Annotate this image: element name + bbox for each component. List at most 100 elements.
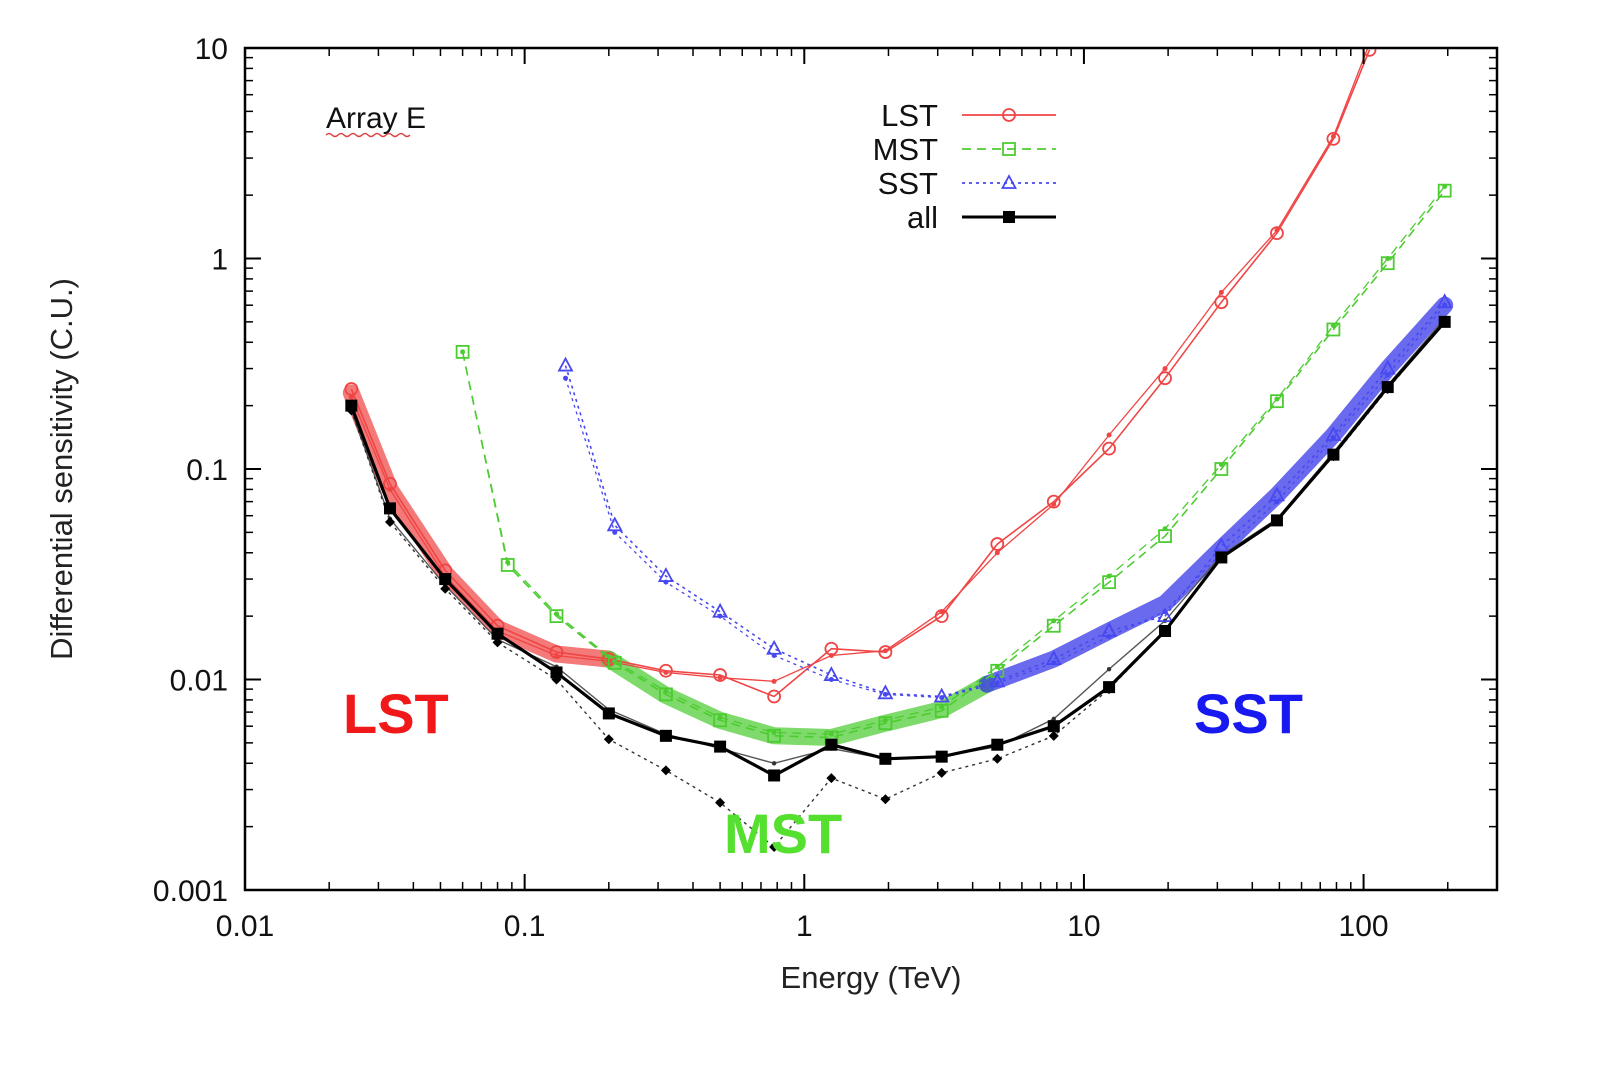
legend-marker-mst: [1002, 142, 1016, 156]
lst-data-point: [934, 609, 949, 624]
lst-data-point: [549, 645, 564, 659]
sst-data-point: [823, 666, 840, 681]
sst-data-point: [1213, 537, 1230, 553]
best-envelope-band-1: [600, 650, 996, 746]
lst-series-line: [350, 49, 1371, 698]
lst-alt-point: [1367, 41, 1372, 46]
lst-data-point: [1046, 494, 1061, 509]
mst-data-point: [713, 713, 728, 728]
all-data-point: [1438, 315, 1451, 328]
legend-marker-all: [1003, 211, 1015, 223]
reference-point: [992, 753, 1003, 764]
mst-alt-point: [460, 349, 466, 355]
reference-point: [771, 761, 777, 766]
all-data-point: [1270, 514, 1283, 527]
reference-point: [826, 773, 837, 784]
mst-data-point: [1326, 322, 1341, 337]
lst-alt-point: [554, 653, 560, 659]
legend-label-lst: LST: [881, 98, 938, 133]
lst-data-point: [1214, 295, 1229, 310]
legend-label-all: all: [907, 200, 938, 235]
x-axis-label: Energy (TeV): [781, 960, 962, 995]
sst-data-point: [989, 672, 1006, 688]
lst-data-point: [1158, 371, 1172, 386]
lst-data-point: [824, 641, 839, 656]
all-data-point: [439, 573, 452, 586]
reference-point: [1051, 716, 1056, 722]
all-data-point: [1327, 448, 1340, 461]
mst-alt-point: [828, 731, 834, 737]
sst-data-point: [557, 356, 574, 372]
reference-point: [715, 797, 726, 808]
mst-alt-point: [663, 688, 669, 694]
sst-data-point: [1325, 426, 1342, 441]
mst-data-point: [1380, 256, 1395, 271]
lst-alt-point: [1162, 366, 1168, 372]
lst-alt-point: [1218, 289, 1224, 295]
mst-data-point: [1214, 462, 1229, 476]
all-data-point: [714, 740, 727, 753]
sst-data-point: [1436, 293, 1453, 309]
lst-alt-point: [771, 678, 777, 684]
lst-alt-point: [1106, 432, 1112, 438]
sst-data-point: [1045, 650, 1062, 665]
mst-alt-point: [717, 714, 723, 720]
reference-point: [384, 517, 395, 528]
mst-data-point: [1437, 183, 1452, 198]
sst-data-point: [712, 602, 729, 618]
series-layer: [344, 41, 1453, 853]
mst-data-point: [934, 703, 949, 718]
reference-point: [936, 767, 947, 778]
mst-data-point: [1270, 394, 1284, 409]
reference-point: [1048, 730, 1059, 741]
reference-point: [440, 583, 451, 594]
mst-alt-point: [882, 717, 888, 723]
reference-point: [769, 842, 780, 853]
mst-series-line: [461, 190, 1446, 739]
all-data-point: [935, 750, 948, 763]
array-annotation: Array E: [326, 102, 426, 135]
mst-data-point: [659, 687, 673, 702]
sst-data-point: [877, 684, 894, 700]
sst-series-line: [564, 301, 1446, 698]
all-data-point: [879, 752, 892, 765]
y-tick-label: 0.01: [170, 665, 228, 698]
mst-data-point: [767, 728, 782, 743]
mst-data-point: [1102, 575, 1116, 590]
reference-point: [492, 637, 503, 648]
mst-data-point: [500, 558, 515, 572]
mst-alt-point: [939, 704, 945, 710]
all-data-point: [768, 769, 781, 782]
mst-data-point: [455, 344, 470, 359]
x-tick-label: 0.01: [216, 910, 274, 943]
y-tick-label: 10: [195, 33, 228, 66]
lst-data-point: [713, 668, 728, 682]
all-data-point: [602, 707, 615, 720]
y-tick-label: 0.1: [186, 454, 228, 487]
all-data-point: [383, 502, 396, 515]
lst-alt-point: [994, 550, 1000, 556]
x-tick-label: 1: [796, 910, 813, 943]
legend-marker-sst: [1000, 174, 1018, 189]
y-tick-label: 1: [211, 244, 228, 277]
lst-data-point: [1102, 441, 1116, 456]
y-axis-label: Differential sensitivity (C.U.): [44, 278, 79, 660]
mst-alt-point: [771, 730, 777, 736]
lst-data-point: [767, 689, 782, 704]
lst-data-point: [383, 476, 397, 491]
all-data-point: [550, 666, 563, 679]
sst-data-point: [1268, 486, 1285, 502]
reference-point: [660, 765, 671, 776]
all-data-point: [1159, 624, 1172, 637]
region-label-sst: SST: [1194, 682, 1303, 745]
mst-data-point: [1158, 529, 1172, 543]
all-data-point: [659, 729, 672, 742]
sst-data-point: [606, 516, 623, 532]
all-data-point: [1047, 720, 1060, 733]
mst-data-point: [878, 716, 893, 731]
x-tick-label: 100: [1339, 910, 1389, 943]
all-data-point: [345, 399, 358, 412]
all-data-point: [1381, 381, 1394, 394]
